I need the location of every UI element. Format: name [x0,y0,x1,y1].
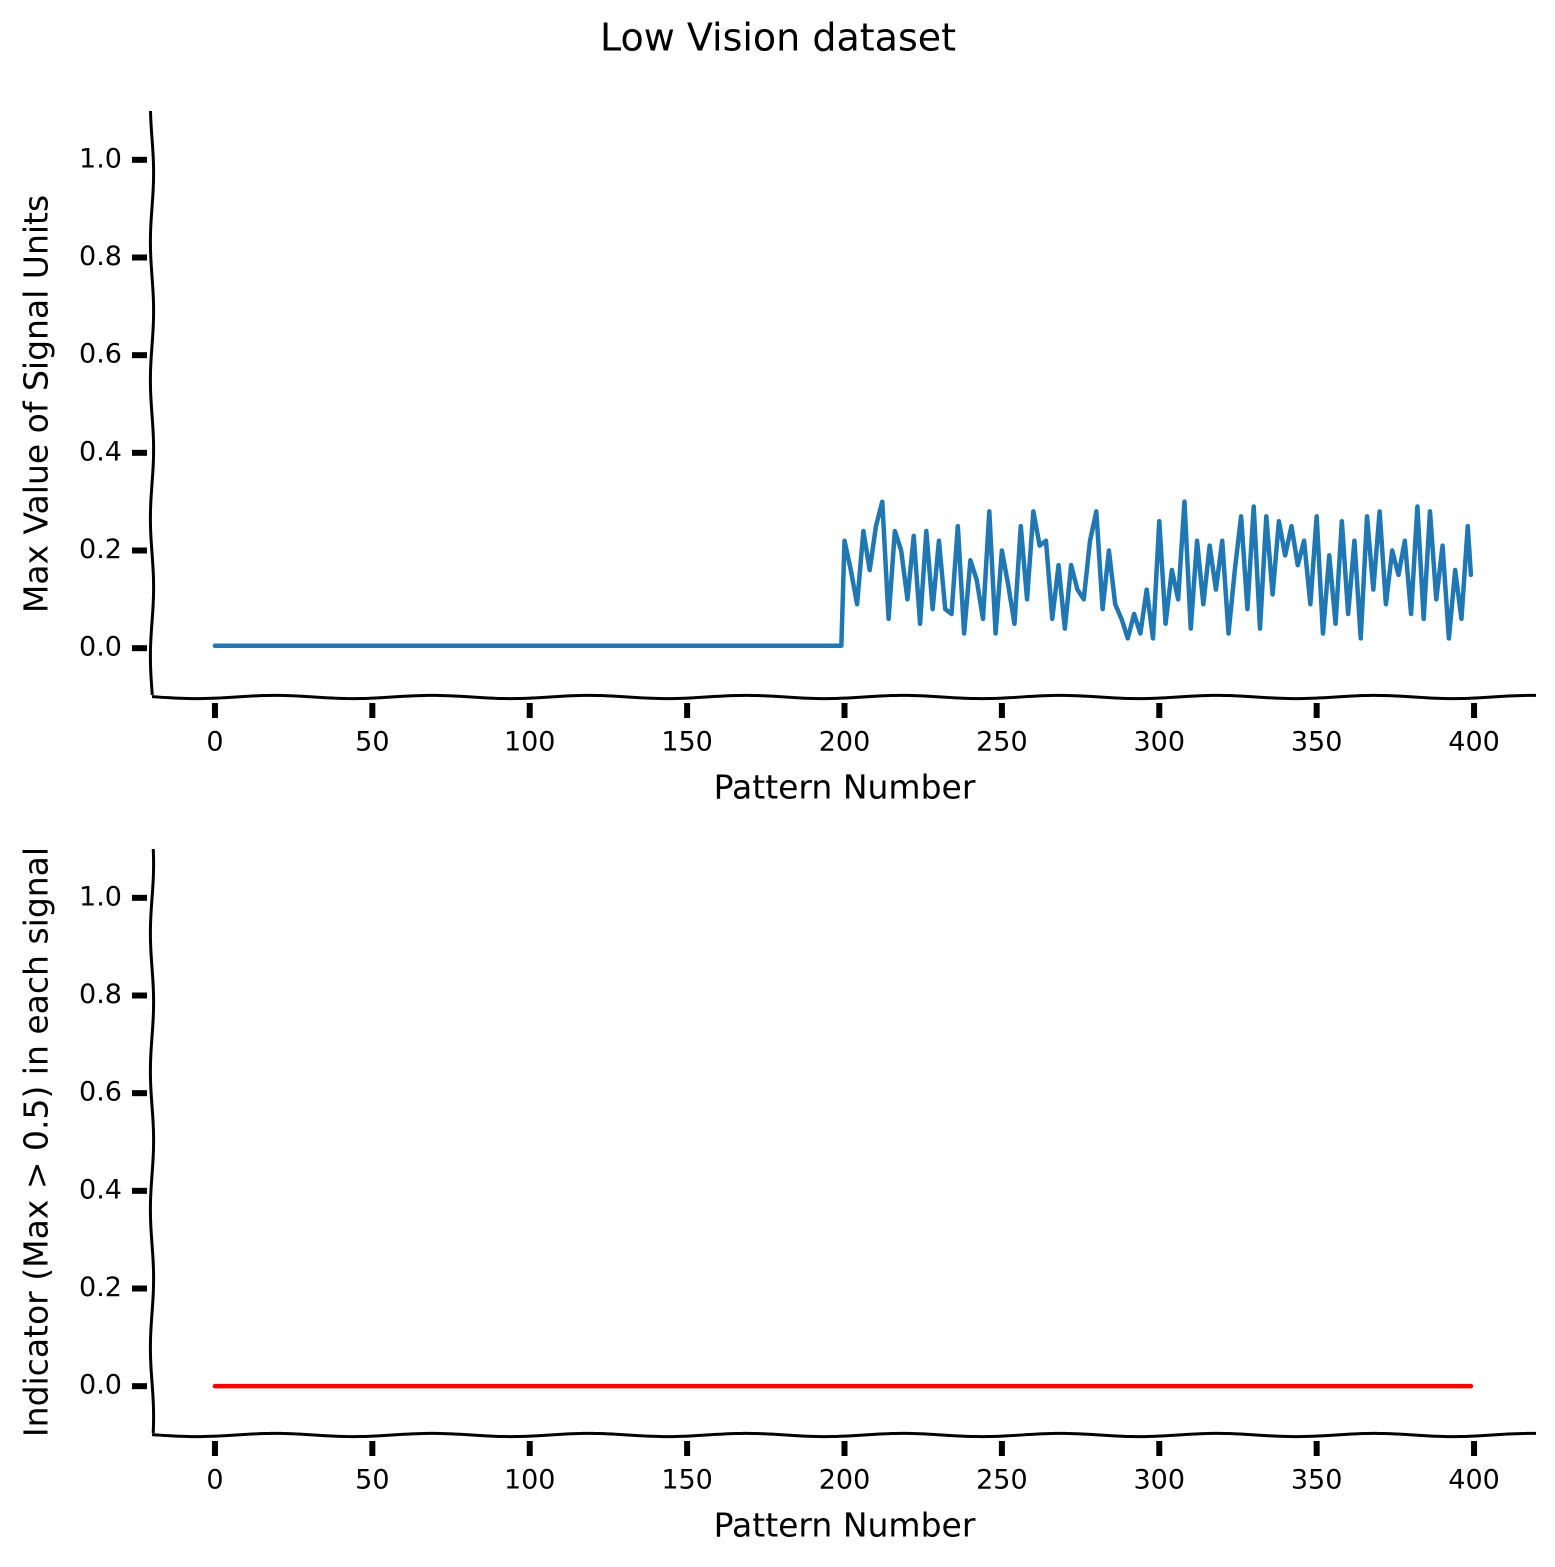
y-tick-label: 1.0 [79,143,122,174]
y-axis-label: Max Value of Signal Units [17,195,56,613]
y-tick-label: 0.2 [79,1272,122,1303]
x-axis-spine [151,1431,1537,1439]
x-tick-label: 50 [355,727,389,758]
x-tick-label: 150 [661,727,713,758]
figure-title: Low Vision dataset [600,16,956,60]
y-tick-label: 0.0 [79,1370,122,1401]
y-tick-label: 0.6 [79,1077,122,1108]
x-axis-label: Pattern Number [714,768,976,807]
y-tick-label: 0.0 [79,632,122,663]
y-tick-label: 0.8 [79,979,122,1010]
x-tick-label: 350 [1291,1465,1343,1496]
x-tick-label: 0 [206,727,223,758]
x-tick-label: 200 [819,1465,871,1496]
x-tick-label: 100 [504,1465,556,1496]
y-tick-label: 1.0 [79,881,122,912]
y-axis-spine [148,110,156,696]
x-tick-label: 150 [661,1465,713,1496]
y-tick-label: 0.4 [79,1174,122,1205]
y-tick-label: 0.8 [79,241,122,272]
x-tick-label: 250 [976,1465,1028,1496]
x-tick-label: 100 [504,727,556,758]
x-axis-label: Pattern Number [714,1506,976,1545]
y-axis-label: Indicator (Max > 0.5) in each signal [17,847,56,1437]
y-tick-label: 0.2 [79,534,122,565]
x-tick-label: 300 [1133,727,1185,758]
y-tick-label: 0.6 [79,339,122,370]
x-tick-label: 250 [976,727,1028,758]
x-axis-spine [151,693,1537,701]
x-tick-label: 400 [1448,1465,1500,1496]
y-axis-spine [148,848,156,1434]
y-tick-label: 0.4 [79,436,122,467]
x-tick-label: 50 [355,1465,389,1496]
x-tick-label: 0 [206,1465,223,1496]
x-tick-label: 400 [1448,727,1500,758]
x-tick-label: 200 [819,727,871,758]
data-line [212,499,1474,648]
x-tick-label: 350 [1291,727,1343,758]
x-tick-label: 300 [1133,1465,1185,1496]
